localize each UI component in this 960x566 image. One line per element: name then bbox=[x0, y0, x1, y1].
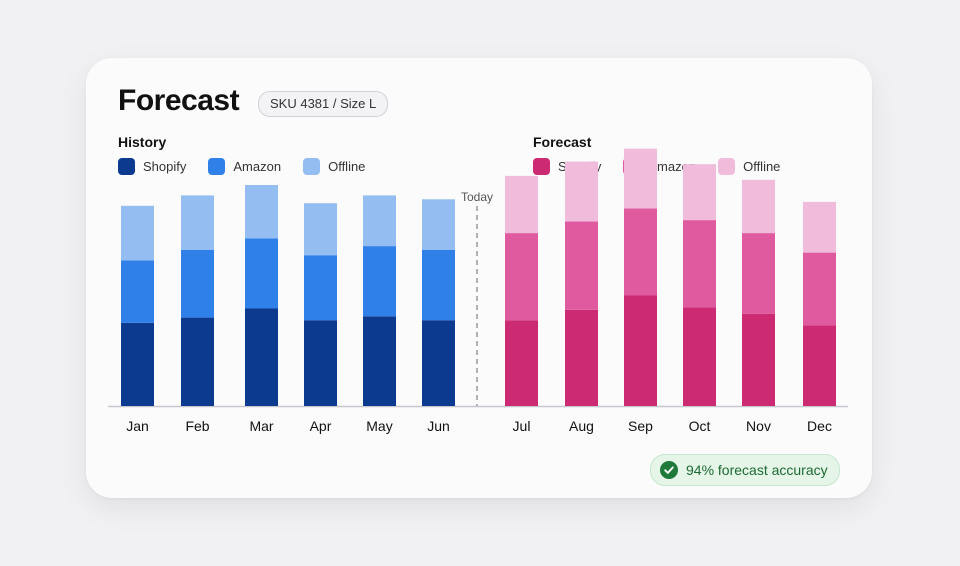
forecast-legend-offline: Offline bbox=[718, 158, 780, 175]
history-legend-offline: Offline bbox=[303, 158, 365, 175]
bar-segment-sep-amazon bbox=[624, 208, 657, 296]
bar-segment-nov-shopify bbox=[742, 313, 775, 406]
bar-segment-mar-offline bbox=[245, 185, 278, 239]
x-tick-label: Dec bbox=[807, 418, 832, 434]
bar-segment-aug-amazon bbox=[565, 221, 598, 310]
bar-segment-apr-shopify bbox=[304, 320, 337, 406]
bar-segment-apr-amazon bbox=[304, 255, 337, 321]
bar-segment-jun-amazon bbox=[422, 250, 455, 321]
bar-segment-nov-offline bbox=[742, 179, 775, 234]
page-title: Forecast bbox=[118, 84, 240, 117]
legend-label: Amazon bbox=[233, 159, 282, 174]
bar-segment-jan-offline bbox=[121, 205, 154, 261]
legend-swatch bbox=[303, 158, 321, 175]
bar-segment-aug-shopify bbox=[565, 309, 598, 406]
forecast-card: Forecast SKU 4381 / Size L History Shopi… bbox=[86, 58, 872, 498]
x-tick-label: Jul bbox=[513, 418, 531, 434]
legend-label: Shopify bbox=[143, 159, 187, 174]
check-circle-icon bbox=[660, 461, 678, 479]
x-tick-label: Feb bbox=[185, 418, 209, 434]
x-tick-label: May bbox=[366, 418, 392, 434]
bar-segment-may-shopify bbox=[363, 316, 396, 406]
accuracy-badge: 94% forecast accuracy bbox=[650, 454, 840, 486]
bar-segment-jul-amazon bbox=[505, 233, 538, 321]
bar-segment-mar-amazon bbox=[245, 238, 278, 309]
bar-segment-nov-amazon bbox=[742, 233, 775, 314]
legend-swatch bbox=[533, 158, 550, 175]
legend-swatch bbox=[718, 158, 736, 175]
bar-segment-jan-amazon bbox=[121, 260, 154, 323]
legend-swatch bbox=[118, 158, 135, 175]
bar-segment-jun-shopify bbox=[422, 320, 455, 406]
bar-segment-sep-shopify bbox=[624, 295, 657, 406]
bar-segment-sep-offline bbox=[624, 148, 657, 209]
bar-segment-oct-amazon bbox=[683, 220, 716, 308]
accuracy-text: 94% forecast accuracy bbox=[686, 462, 828, 478]
legend-label: Offline bbox=[328, 159, 366, 174]
bar-segment-dec-offline bbox=[803, 201, 836, 253]
bar-segment-oct-offline bbox=[683, 164, 716, 221]
x-tick-label: Jan bbox=[126, 418, 149, 434]
bar-segment-jul-shopify bbox=[505, 320, 538, 406]
bar-segment-oct-shopify bbox=[683, 307, 716, 406]
history-legend: Shopify Amazon Offline bbox=[118, 158, 387, 175]
bar-segment-jun-offline bbox=[422, 199, 455, 250]
bar-segment-jul-offline bbox=[505, 175, 538, 234]
bar-segment-jan-shopify bbox=[121, 322, 154, 406]
x-tick-label: Mar bbox=[249, 418, 273, 434]
bar-segment-aug-offline bbox=[565, 161, 598, 222]
x-tick-label: Aug bbox=[569, 418, 594, 434]
x-tick-label: Sep bbox=[628, 418, 653, 434]
forecast-title: Forecast bbox=[533, 134, 592, 150]
sku-chip[interactable]: SKU 4381 / Size L bbox=[258, 91, 389, 117]
bar-segment-may-amazon bbox=[363, 246, 396, 317]
stacked-bar-chart: Today Jan Feb Mar Apr May Jun Jul Aug Sep Oct Nov D… bbox=[108, 148, 848, 434]
legend-swatch bbox=[208, 158, 226, 175]
bar-segment-may-offline bbox=[363, 195, 396, 247]
x-tick-label: Nov bbox=[746, 418, 771, 434]
bar-segment-dec-shopify bbox=[803, 325, 836, 406]
x-tick-label: Apr bbox=[310, 418, 332, 434]
today-label: Today bbox=[461, 190, 493, 204]
bar-segment-mar-shopify bbox=[245, 308, 278, 406]
history-legend-shopify: Shopify bbox=[118, 158, 186, 175]
history-legend-amazon: Amazon bbox=[208, 158, 281, 175]
bar-segment-feb-offline bbox=[181, 195, 214, 250]
bar-segment-dec-amazon bbox=[803, 252, 836, 326]
bar-segment-feb-amazon bbox=[181, 250, 214, 318]
bar-segment-apr-offline bbox=[304, 203, 337, 256]
x-tick-label: Jun bbox=[427, 418, 450, 434]
x-tick-label: Oct bbox=[689, 418, 711, 434]
bar-segment-feb-shopify bbox=[181, 317, 214, 406]
legend-label: Offline bbox=[743, 159, 781, 174]
history-title: History bbox=[118, 134, 167, 150]
